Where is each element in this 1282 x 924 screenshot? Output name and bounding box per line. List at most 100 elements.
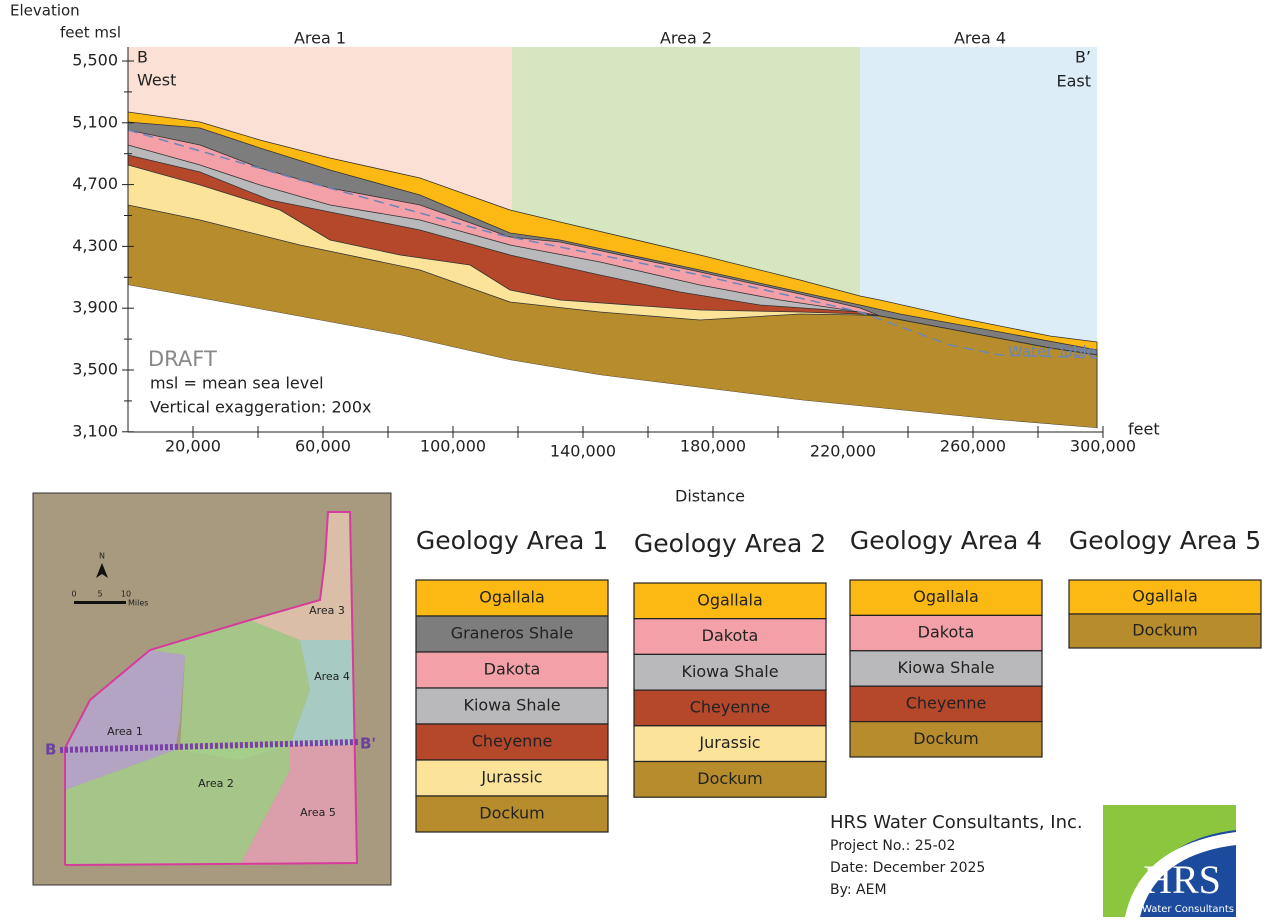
map-area xyxy=(65,745,290,865)
legend-box xyxy=(633,653,827,691)
legend-label: Dockum xyxy=(697,769,762,788)
legend-box xyxy=(849,720,1043,758)
water-table xyxy=(127,129,1098,359)
legend-label: Kiowa Shale xyxy=(463,696,560,715)
y-tick-label: 5,500 xyxy=(72,51,118,70)
legend-box xyxy=(415,795,609,833)
scale-label: 5 xyxy=(97,590,102,599)
x-tick-label: 20,000 xyxy=(165,437,221,456)
y-tick-label: 3,900 xyxy=(72,298,118,317)
west-label: West xyxy=(137,71,176,90)
legend-label: Dockum xyxy=(1132,621,1197,640)
east-label: East xyxy=(1056,72,1091,91)
y-tick-label: 5,100 xyxy=(72,112,118,131)
logo-text: HRS xyxy=(1143,857,1221,902)
x-tick-label: 260,000 xyxy=(940,437,1006,456)
legend-title: Geology Area 4 xyxy=(850,526,1042,555)
north-arrow xyxy=(96,563,108,578)
x-unit: feet xyxy=(1128,420,1160,439)
legend-label: Cheyenne xyxy=(472,732,553,751)
legend-title: Geology Area 2 xyxy=(634,529,826,558)
map-label: Area 5 xyxy=(300,806,336,819)
x-tick-label: 220,000 xyxy=(810,442,876,461)
map-label: Area 4 xyxy=(314,670,350,683)
legend-box xyxy=(415,579,609,617)
legend-box xyxy=(849,579,1043,617)
legend-label: Cheyenne xyxy=(690,697,771,716)
legend-title: Geology Area 5 xyxy=(1069,526,1261,555)
legend-box xyxy=(633,760,827,798)
map-area xyxy=(290,640,355,745)
legend-box xyxy=(849,614,1043,652)
y-tick-label: 4,700 xyxy=(72,174,118,193)
map-area xyxy=(150,620,310,760)
x-tick-label: 100,000 xyxy=(420,437,486,456)
west-label: B xyxy=(137,48,148,67)
scale-bar xyxy=(74,601,126,604)
legend-box xyxy=(633,618,827,656)
area-label: Area 1 xyxy=(294,29,346,48)
legend-label: Dakota xyxy=(484,660,541,679)
map-area xyxy=(65,650,185,790)
x-tick-label: 180,000 xyxy=(680,437,746,456)
scale-label: 10 xyxy=(121,590,131,599)
layers xyxy=(127,111,1098,432)
map-label: Area 2 xyxy=(198,777,234,790)
credit-line: Project No.: 25-02 xyxy=(830,838,955,854)
legend-box xyxy=(1068,613,1262,649)
legend-box xyxy=(849,650,1043,687)
layer xyxy=(127,204,1098,429)
map-boundary xyxy=(64,511,359,866)
east-label: B’ xyxy=(1075,48,1091,67)
map-area xyxy=(240,745,357,865)
legend-box xyxy=(1068,579,1262,615)
legend-box xyxy=(633,725,827,763)
credit-line: By: AEM xyxy=(830,882,887,898)
legend-box xyxy=(415,723,609,761)
legend-box xyxy=(415,687,609,725)
logo xyxy=(1103,805,1236,917)
legend-box xyxy=(415,759,609,797)
map-label: Area 3 xyxy=(309,604,345,617)
company: HRS Water Consultants, Inc. xyxy=(830,812,1083,833)
legend-label: Ogallala xyxy=(697,590,763,609)
credit-line: Date: December 2025 xyxy=(830,860,985,876)
legend-label: Kiowa Shale xyxy=(897,658,994,677)
legend-label: Kiowa Shale xyxy=(681,662,778,681)
north-label: N xyxy=(99,552,105,561)
x-tick-label: 300,000 xyxy=(1070,437,1136,456)
legend-label: Jurassic xyxy=(698,733,760,752)
scale-label: Miles xyxy=(128,599,148,608)
y-tick-label: 3,100 xyxy=(72,421,118,440)
legend-label: Dockum xyxy=(479,804,544,823)
legend-title: Geology Area 1 xyxy=(416,526,608,555)
legend-label: Cheyenne xyxy=(906,693,987,712)
map-b-prime: B' xyxy=(360,735,376,753)
logo-swoosh xyxy=(1125,832,1236,917)
legend-label: Graneros Shale xyxy=(451,624,574,643)
y-tick-label: 4,300 xyxy=(72,236,118,255)
legend-label: Dakota xyxy=(918,623,975,642)
area-label: Area 2 xyxy=(660,29,712,48)
legend-label: Ogallala xyxy=(913,587,979,606)
map xyxy=(32,492,392,886)
note: Vertical exaggeration: 200x xyxy=(150,398,371,417)
y-title: feet msl xyxy=(60,24,121,42)
legend-label: Ogallala xyxy=(479,588,545,607)
legend-label: Ogallala xyxy=(1132,587,1198,606)
map-b: B xyxy=(45,741,56,759)
legend-box xyxy=(415,651,609,689)
y-tick-label: 3,500 xyxy=(72,360,118,379)
map-label: Area 1 xyxy=(107,725,143,738)
legend-label: Jurassic xyxy=(480,768,542,787)
scale-label: 0 xyxy=(71,590,76,599)
draft: DRAFT xyxy=(148,347,217,371)
below-section xyxy=(128,285,1097,432)
map-area xyxy=(250,512,353,640)
x-tick-label: 60,000 xyxy=(295,437,351,456)
x-tick-label: 140,000 xyxy=(550,442,616,461)
note: msl = mean sea level xyxy=(150,374,324,393)
area-label: Area 4 xyxy=(954,29,1006,48)
x-title: Distance xyxy=(675,487,745,506)
